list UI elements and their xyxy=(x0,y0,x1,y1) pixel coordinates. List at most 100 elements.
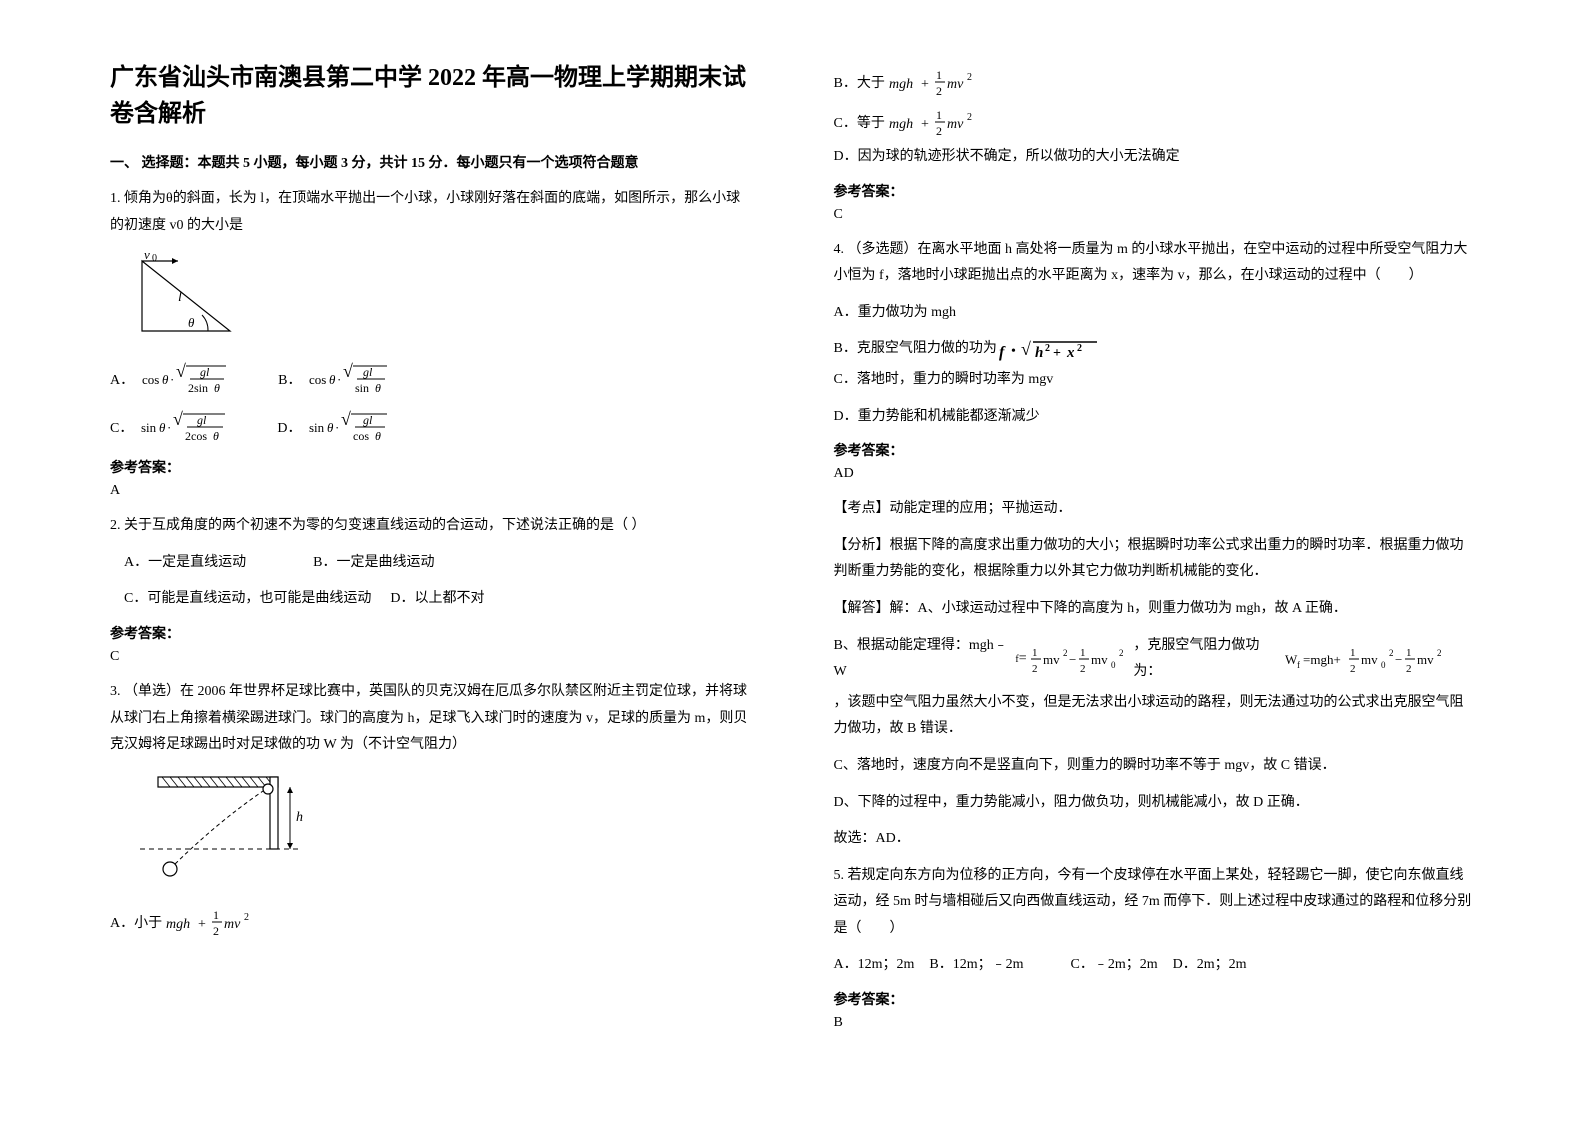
left-column: 广东省汕头市南澳县第二中学 2022 年高一物理上学期期末试卷含解析 一、 选择… xyxy=(90,60,794,1062)
svg-text:mv: mv xyxy=(947,117,964,132)
q4-kaodian: 【考点】动能定理的应用；平抛运动． xyxy=(834,496,1478,523)
svg-text:sin: sin xyxy=(355,381,369,395)
q1-optD-prefix: D． xyxy=(277,417,301,437)
q4-optB: B．克服空气阻力做的功为 f • √ h 2 + x 2 xyxy=(834,336,1478,363)
q3-optC-formula: mgh + 1 2 mv 2 xyxy=(885,104,995,140)
svg-text:−: − xyxy=(1395,652,1402,667)
q2-optA: A．一定是直线运动 xyxy=(124,555,246,570)
q4-fenxi-text: 根据下降的高度求出重力做功的大小；根据瞬时功率公式求出重力的瞬时功率．根据重力做… xyxy=(834,538,1464,580)
q4-jieda-D: D、下降的过程中，重力势能减小，阻力做负功，则机械能减小，故 D 正确． xyxy=(834,790,1478,817)
svg-text:θ: θ xyxy=(375,381,381,395)
q1-answer: A xyxy=(110,483,754,499)
q4-jieda-label: 【解答】 xyxy=(834,601,890,616)
svg-text:mgh: mgh xyxy=(889,77,913,92)
svg-text:θ: θ xyxy=(375,429,381,443)
svg-text:2: 2 xyxy=(1077,343,1082,354)
svg-text:·: · xyxy=(167,420,171,435)
svg-text:0: 0 xyxy=(1381,660,1386,670)
q4-kaodian-text: 动能定理的应用；平抛运动． xyxy=(890,501,1072,516)
svg-text:θ: θ xyxy=(213,429,219,443)
svg-text:1: 1 xyxy=(1032,647,1038,659)
svg-text:√: √ xyxy=(176,361,186,381)
q5-optC: C．﹣2m；2m xyxy=(1071,957,1158,972)
svg-text:θ: θ xyxy=(327,420,334,435)
q1-stem: 1. 倾角为θ的斜面，长为 l，在顶端水平抛出一个小球，小球刚好落在斜面的底端，… xyxy=(110,186,754,239)
q5-stem: 5. 若规定向东方向为位移的正方向，今有一个皮球停在水平面上某处，轻轻踢它一脚，… xyxy=(834,863,1478,943)
q4-jieda-B-formula2: Wf =mgh+ 12 mv02 − 12 mv2 xyxy=(1283,642,1477,676)
svg-text:θ: θ xyxy=(159,420,166,435)
q3-optB-prefix: B．大于 xyxy=(834,72,885,92)
svg-text:mgh: mgh xyxy=(889,117,913,132)
q3-optA-prefix: A．小于 xyxy=(110,912,162,932)
svg-text:l: l xyxy=(178,290,182,305)
svg-text:+: + xyxy=(921,77,929,92)
q2-stem: 2. 关于互成角度的两个初速不为零的匀变速直线运动的合运动，下述说法正确的是（ … xyxy=(110,513,754,540)
q3-optA-formula: mgh + 1 2 mv 2 xyxy=(162,904,272,940)
q4-jieda-B-mid: ，克服空气阻力做功为： xyxy=(1133,633,1282,686)
svg-text:1: 1 xyxy=(1350,647,1356,659)
svg-text:v: v xyxy=(144,249,150,262)
svg-text:mv: mv xyxy=(1091,652,1108,667)
q1-optA-prefix: A． xyxy=(110,369,134,389)
svg-text:f: f xyxy=(999,344,1006,361)
svg-text:mv: mv xyxy=(224,917,241,932)
svg-text:θ: θ xyxy=(214,381,220,395)
q5-answer-label: 参考答案： xyxy=(834,989,1478,1009)
q1-diagram: v 0 l θ xyxy=(130,249,754,349)
svg-text:gl: gl xyxy=(363,413,373,427)
svg-text:1: 1 xyxy=(1080,647,1086,659)
q2-answer: C xyxy=(110,649,754,665)
svg-text:gl: gl xyxy=(200,365,210,379)
svg-text:2: 2 xyxy=(213,924,219,938)
svg-text:h: h xyxy=(296,810,303,825)
q4-answer-label: 参考答案： xyxy=(834,440,1478,460)
q5-optA: A．12m；2m xyxy=(834,957,915,972)
svg-text:+: + xyxy=(1053,346,1061,361)
svg-text:h: h xyxy=(1035,345,1043,361)
q3-diagram: h xyxy=(130,769,754,894)
svg-text:•: • xyxy=(1011,344,1016,359)
svg-text:mv: mv xyxy=(1043,652,1060,667)
q4-jieda-B-post: ，该题中空气阻力虽然大小不变，但是无法求出小球运动的路程，则无法通过功的公式求出… xyxy=(834,690,1478,743)
q1-options-row1: A． cosθ · √ gl 2sinθ B． cosθ · √ gl sinθ xyxy=(110,359,754,399)
q4-optB-prefix: B．克服空气阻力做的功为 xyxy=(834,336,997,363)
svg-text:mgh: mgh xyxy=(166,917,190,932)
svg-text:+: + xyxy=(198,917,206,932)
q4-jieda-B-pre: B、根据动能定理得：mgh﹣W xyxy=(834,633,1016,686)
svg-text:2: 2 xyxy=(1389,648,1394,658)
svg-text:0: 0 xyxy=(152,253,157,264)
q3-optB-formula: mgh + 1 2 mv 2 xyxy=(885,64,995,100)
svg-text:2: 2 xyxy=(1350,663,1356,675)
q4-answer: AD xyxy=(834,466,1478,482)
q3-optC-prefix: C．等于 xyxy=(834,112,885,132)
q1-optD: D． sinθ · √ gl cosθ xyxy=(277,407,389,447)
svg-text:2: 2 xyxy=(936,124,942,138)
svg-text:2: 2 xyxy=(244,912,249,923)
svg-text:f: f xyxy=(1297,660,1300,670)
q4-optA: A．重力做功为 mgh xyxy=(834,300,1478,327)
q4-kaodian-label: 【考点】 xyxy=(834,501,890,516)
svg-text:2sin: 2sin xyxy=(188,381,208,395)
q4-fenxi-label: 【分析】 xyxy=(834,538,890,553)
svg-text:sin: sin xyxy=(141,420,157,435)
svg-text:·: · xyxy=(335,420,339,435)
svg-text:√: √ xyxy=(343,361,353,381)
svg-text:+: + xyxy=(921,117,929,132)
svg-text:gl: gl xyxy=(197,413,207,427)
svg-text:θ: θ xyxy=(162,372,169,387)
q4-jieda-B-formula1: 12 mv2 − 12 mv02 xyxy=(1027,642,1134,676)
q1-optC-formula: sinθ · √ gl 2cosθ xyxy=(141,407,227,447)
q3-stem: 3. （单选）在 2006 年世界杯足球比赛中，英国队的贝克汉姆在厄瓜多尔队禁区… xyxy=(110,679,754,759)
svg-text:√: √ xyxy=(1021,339,1031,359)
q4-jieda-B-line: B、根据动能定理得：mgh﹣W f = 12 mv2 − 12 mv02 ，克服… xyxy=(834,633,1478,686)
section-head: 一、 选择题：本题共 5 小题，每小题 3 分，共计 15 分．每小题只有一个选… xyxy=(110,152,754,172)
q3-optC: C．等于 mgh + 1 2 mv 2 xyxy=(834,104,1478,140)
svg-text:·: · xyxy=(337,372,341,387)
q2-options-row2: C．可能是直线运动，也可能是曲线运动 D．以上都不对 xyxy=(110,586,754,613)
svg-text:2: 2 xyxy=(1119,648,1124,658)
svg-text:2: 2 xyxy=(1032,663,1038,675)
q1-optC: C． sinθ · √ gl 2cosθ xyxy=(110,407,227,447)
svg-text:2: 2 xyxy=(1063,648,1068,658)
q3-optB: B．大于 mgh + 1 2 mv 2 xyxy=(834,64,1478,100)
svg-text:=mgh+: =mgh+ xyxy=(1303,652,1341,667)
